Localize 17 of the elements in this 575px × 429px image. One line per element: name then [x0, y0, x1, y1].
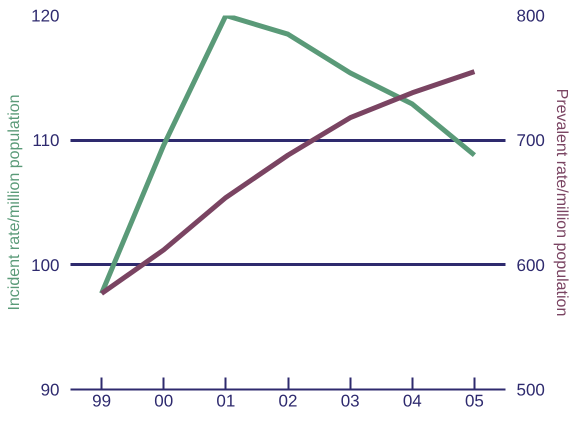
y2-tick-label: 800	[516, 6, 545, 26]
y2-tick-label: 700	[516, 131, 545, 150]
y2-tick-label: 600	[516, 256, 545, 275]
x-tick-label: 00	[154, 392, 174, 410]
x-tick-label: 05	[464, 392, 484, 410]
y-tick-label: 110	[32, 131, 60, 150]
y-tick-label: 100	[31, 256, 60, 275]
y-tick-label: 90	[40, 380, 60, 400]
x-tick-label: 03	[340, 392, 360, 410]
y-axis-title: Incident rate/million population	[6, 94, 24, 311]
y-tick-label: 120	[31, 6, 60, 26]
y2-axis-title: Prevalent rate/million population	[552, 88, 570, 316]
y2-tick-label: 500	[516, 380, 545, 400]
x-tick-label: 04	[402, 392, 422, 410]
x-tick-label: 01	[216, 392, 236, 410]
x-tick-label: 99	[92, 392, 112, 410]
x-tick-label: 02	[278, 392, 298, 410]
